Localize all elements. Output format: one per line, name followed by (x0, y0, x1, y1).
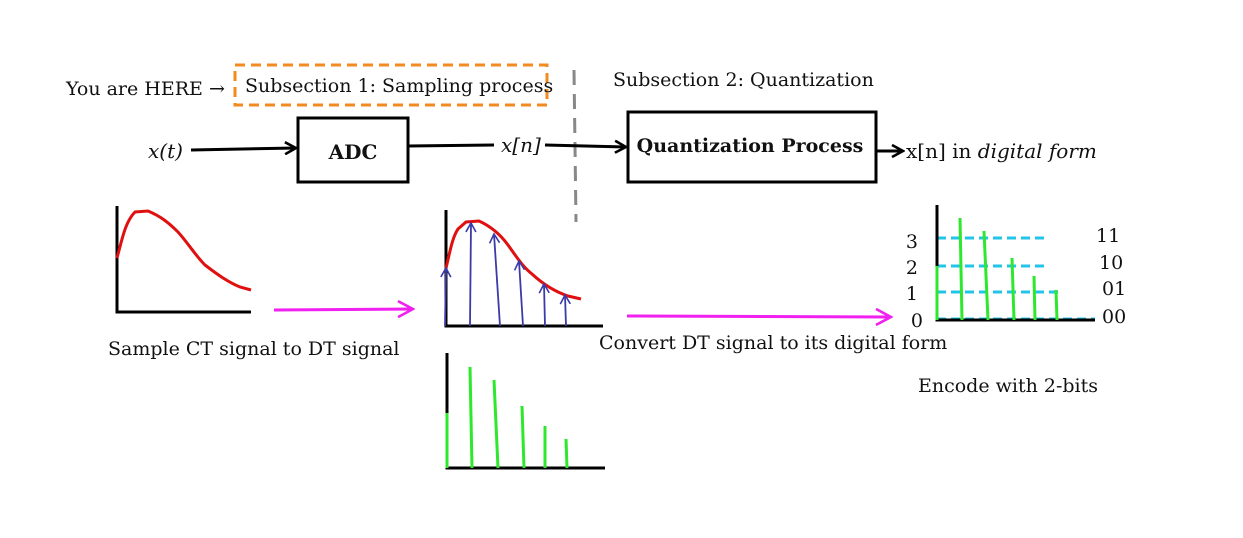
quantization-block (626, 110, 878, 184)
intermediate-signal-label: x[n] (501, 133, 541, 157)
quant-code-label-1: 01 (1102, 278, 1126, 300)
sample-caption: Sample CT signal to DT signal (108, 338, 400, 360)
ct-signal-plot (115, 206, 252, 314)
quant-stem-5 (1032, 275, 1037, 321)
quant-level-label-1: 1 (906, 283, 918, 305)
quant-stem-4 (1010, 257, 1016, 321)
quant-level-label-3: 3 (906, 231, 918, 253)
quantized-plot (935, 205, 1095, 322)
quant-code-label-2: 10 (1099, 252, 1123, 274)
dt-stem-plot (445, 353, 605, 470)
quant-stem-6 (1054, 289, 1059, 321)
sample-arrow-6 (559, 293, 571, 327)
you-are-here-label: You are HERE → (65, 78, 225, 100)
quant-stem-2 (958, 217, 964, 321)
dt-stem-6 (564, 438, 569, 469)
quantizer-input-arrow (544, 145, 626, 147)
conversion-flow-arrow (626, 316, 891, 317)
sampled-plot-axes (444, 210, 603, 328)
output-label-emphasis: digital form (978, 139, 1097, 163)
sampling-flow-arrow (273, 309, 413, 310)
quant-code-label-3: 11 (1096, 225, 1120, 247)
dt-stem-3 (492, 379, 500, 469)
adc-label: ADC (328, 140, 378, 164)
adc-block (296, 116, 410, 184)
output-label: x[n] in digital form (906, 139, 1097, 163)
sampled-signal-plot (440, 210, 603, 328)
dt-stem-2 (468, 366, 474, 469)
output-label-prefix: x[n] in (906, 139, 978, 163)
sample-arrow-5 (538, 282, 550, 327)
quant-stem-3 (982, 230, 990, 321)
adc-output-line (407, 143, 495, 148)
subsection2-title: Subsection 2: Quantization (613, 69, 874, 91)
sample-arrow-3 (488, 232, 501, 327)
quant-level-label-2: 2 (906, 257, 918, 279)
convert-caption: Convert DT signal to its digital form (599, 332, 947, 354)
ct-signal-curve (115, 209, 252, 292)
input-arrow (190, 148, 296, 150)
encode-caption: Encode with 2-bits (918, 375, 1098, 397)
quant-level-label-0: 0 (911, 310, 923, 332)
subsection1-title: Subsection 1: Sampling process (245, 75, 553, 97)
quantization-label: Quantization Process (637, 135, 864, 157)
sampled-signal-curve (444, 219, 582, 301)
ct-plot-axes (115, 206, 251, 314)
input-signal-label: x(t) (148, 139, 183, 163)
sample-arrow-2 (465, 221, 477, 327)
sample-arrow-1 (440, 266, 452, 327)
sample-arrow-4 (513, 259, 526, 327)
dt-stem-4 (520, 405, 526, 469)
quant-code-label-0: 00 (1102, 306, 1126, 328)
